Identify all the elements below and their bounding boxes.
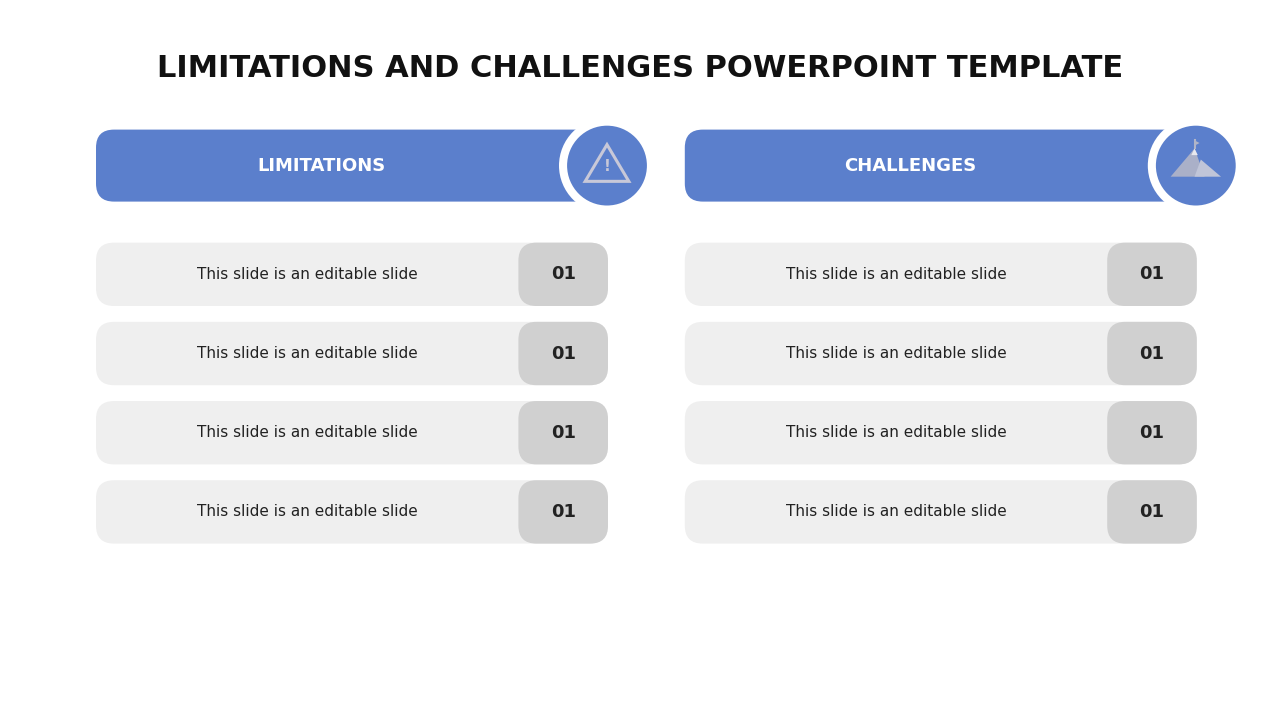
Text: LIMITATIONS: LIMITATIONS [257, 156, 385, 174]
Text: This slide is an editable slide: This slide is an editable slide [197, 426, 417, 440]
FancyBboxPatch shape [1107, 480, 1197, 544]
Text: 01: 01 [1139, 423, 1165, 442]
FancyBboxPatch shape [685, 130, 1197, 202]
FancyBboxPatch shape [685, 480, 1197, 544]
Polygon shape [1194, 140, 1199, 145]
FancyBboxPatch shape [96, 401, 608, 464]
Circle shape [1148, 117, 1244, 214]
FancyBboxPatch shape [96, 243, 608, 306]
Text: 01: 01 [550, 345, 576, 363]
FancyBboxPatch shape [685, 401, 1197, 464]
Circle shape [559, 117, 655, 214]
Text: This slide is an editable slide: This slide is an editable slide [786, 346, 1006, 361]
Text: CHALLENGES: CHALLENGES [844, 156, 977, 174]
Polygon shape [1192, 148, 1198, 155]
FancyBboxPatch shape [1107, 401, 1197, 464]
Text: This slide is an editable slide: This slide is an editable slide [786, 505, 1006, 519]
Text: !: ! [604, 159, 611, 174]
FancyBboxPatch shape [1107, 243, 1197, 306]
Text: 01: 01 [550, 266, 576, 284]
FancyBboxPatch shape [96, 130, 608, 202]
Text: This slide is an editable slide: This slide is an editable slide [786, 426, 1006, 440]
FancyBboxPatch shape [96, 480, 608, 544]
Polygon shape [1171, 148, 1204, 176]
FancyBboxPatch shape [518, 322, 608, 385]
Text: 01: 01 [1139, 266, 1165, 284]
Text: This slide is an editable slide: This slide is an editable slide [197, 346, 417, 361]
Text: This slide is an editable slide: This slide is an editable slide [197, 267, 417, 282]
FancyBboxPatch shape [96, 322, 608, 385]
Text: LIMITATIONS AND CHALLENGES POWERPOINT TEMPLATE: LIMITATIONS AND CHALLENGES POWERPOINT TE… [157, 54, 1123, 83]
Text: 01: 01 [1139, 503, 1165, 521]
FancyBboxPatch shape [518, 243, 608, 306]
FancyBboxPatch shape [518, 401, 608, 464]
Text: 01: 01 [1139, 345, 1165, 363]
Text: This slide is an editable slide: This slide is an editable slide [786, 267, 1006, 282]
Text: This slide is an editable slide: This slide is an editable slide [197, 505, 417, 519]
Circle shape [564, 124, 649, 207]
FancyBboxPatch shape [1107, 322, 1197, 385]
Circle shape [1153, 124, 1238, 207]
FancyBboxPatch shape [685, 243, 1197, 306]
Text: 01: 01 [550, 423, 576, 442]
Text: 01: 01 [550, 503, 576, 521]
FancyBboxPatch shape [518, 480, 608, 544]
Polygon shape [1194, 160, 1221, 176]
FancyBboxPatch shape [685, 322, 1197, 385]
